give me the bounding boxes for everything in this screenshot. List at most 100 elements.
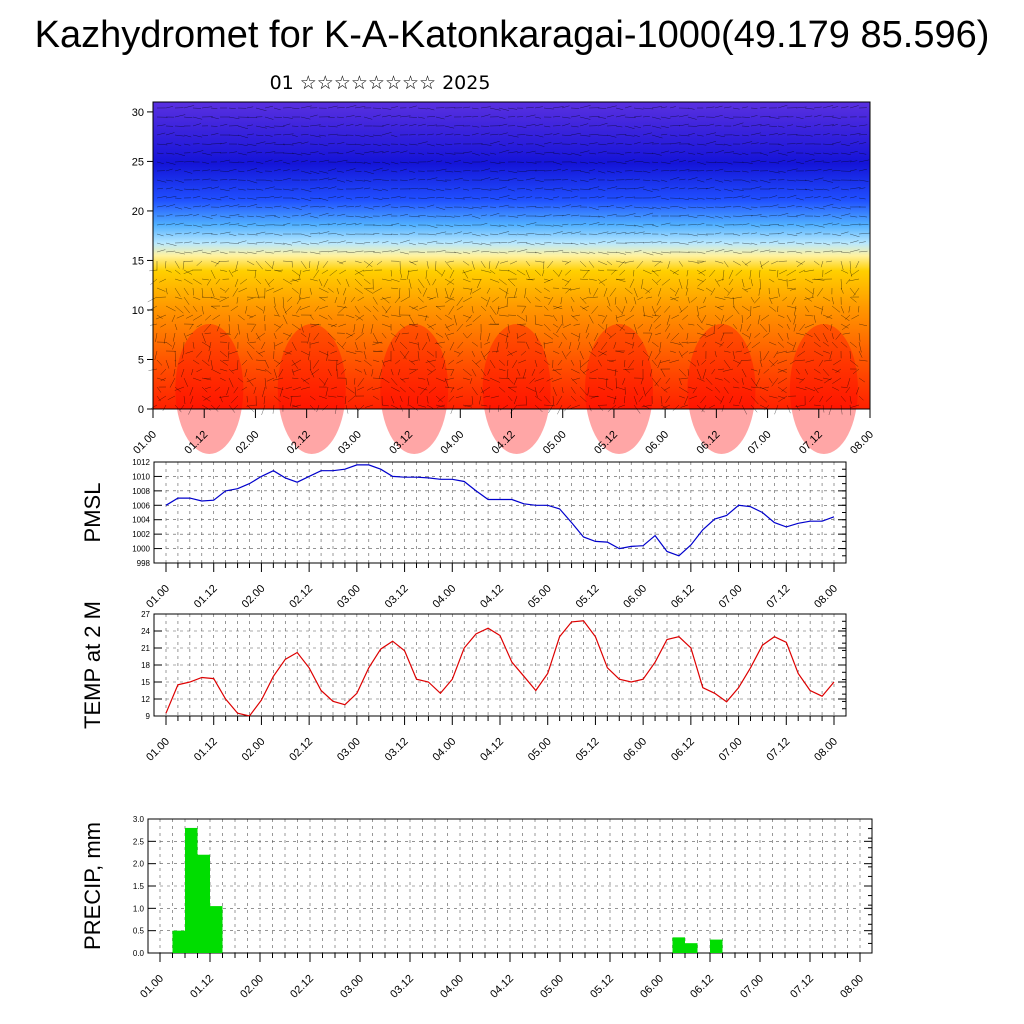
wind-barb — [156, 314, 163, 319]
wind-barb — [462, 241, 473, 244]
wind-barb — [435, 116, 445, 120]
wind-barb — [156, 223, 165, 226]
wind-barb — [534, 187, 544, 190]
wind-barb — [534, 152, 545, 155]
wind-barb — [426, 143, 435, 147]
wind-barb — [237, 314, 245, 321]
wind-barb — [793, 314, 797, 325]
wind-barb — [183, 377, 189, 387]
wind-barb — [520, 350, 527, 356]
wind-barb — [435, 395, 443, 403]
wind-barb — [381, 250, 392, 253]
wind-barb — [723, 161, 733, 165]
x-tick-label: 04.00 — [438, 429, 466, 457]
wind-barb — [633, 395, 638, 405]
wind-barb — [732, 260, 741, 266]
wind-barb — [516, 170, 527, 172]
wind-barb — [660, 242, 668, 244]
wind-barb — [150, 323, 158, 326]
wind-barb — [309, 395, 316, 401]
wind-barb — [579, 222, 587, 226]
wind-barb — [813, 168, 822, 172]
wind-barb — [462, 251, 471, 254]
wind-barb — [687, 296, 690, 304]
warm-core — [789, 324, 858, 454]
wind-barb — [831, 170, 841, 172]
y-tick-label: 0.0 — [133, 949, 145, 958]
wind-barb — [732, 359, 741, 364]
wind-barb — [426, 233, 437, 236]
wind-barb — [196, 350, 203, 358]
wind-barb — [760, 314, 770, 321]
wind-barb — [165, 161, 176, 165]
wind-barb — [823, 377, 833, 384]
wind-barb — [480, 233, 489, 237]
wind-barb — [491, 350, 500, 353]
wind-barb — [714, 134, 725, 138]
wind-barb — [805, 359, 815, 363]
wind-barb — [678, 151, 686, 154]
wind-barb — [840, 278, 842, 290]
wind-barb — [183, 305, 190, 314]
wind-barb — [633, 206, 643, 209]
wind-barb — [192, 231, 200, 235]
wind-barb — [688, 350, 698, 354]
wind-barb — [192, 278, 202, 285]
wind-barb — [444, 170, 454, 173]
wind-barb — [759, 134, 767, 136]
wind-barb — [354, 215, 366, 219]
wind-barb — [453, 134, 461, 136]
wind-barb — [687, 240, 698, 244]
wind-barb — [256, 332, 266, 340]
wind-barb — [408, 215, 420, 218]
wind-barb — [246, 377, 254, 387]
wind-barb — [597, 350, 607, 356]
wind-barb — [363, 278, 371, 285]
wind-barb — [858, 232, 870, 235]
wind-barb — [699, 305, 707, 309]
wind-barb — [345, 241, 353, 244]
wind-barb — [435, 188, 445, 192]
wind-barb — [687, 197, 698, 200]
wind-barb — [770, 359, 779, 368]
wind-barb — [773, 350, 779, 358]
wind-barb — [669, 106, 676, 109]
wind-barb — [759, 323, 768, 333]
wind-barb — [381, 107, 392, 110]
x-tick-label: 05.00 — [541, 429, 569, 457]
wind-barb — [750, 224, 760, 228]
wind-barb — [678, 214, 689, 217]
wind-barb — [228, 323, 230, 335]
wind-barb — [336, 213, 346, 217]
wind-barb — [777, 359, 788, 364]
wind-barb — [336, 278, 341, 285]
wind-barb — [299, 296, 311, 300]
wind-barb — [246, 332, 249, 342]
wind-barb — [372, 188, 382, 192]
wind-barb — [282, 222, 291, 226]
wind-barb — [849, 395, 852, 404]
wind-barb — [462, 170, 471, 172]
wind-barb — [432, 278, 437, 286]
wind-barb — [723, 106, 732, 109]
wind-barb — [813, 196, 821, 199]
wind-barb — [436, 404, 446, 408]
wind-barb — [561, 213, 571, 217]
wind-barb — [390, 368, 394, 376]
wind-barb — [777, 323, 784, 328]
wind-barb — [489, 140, 500, 145]
wind-barb — [390, 170, 398, 173]
wind-barb — [633, 107, 644, 110]
wind-barb — [480, 106, 491, 109]
wind-barb — [687, 133, 695, 136]
wind-barb — [246, 188, 255, 190]
chart-title: Kazhydromet for K-A-Katonkaragai-1000(49… — [34, 14, 990, 56]
grid — [165, 613, 835, 717]
wind-barb — [804, 134, 813, 137]
wind-barb — [327, 341, 335, 347]
wind-barb — [462, 224, 471, 227]
wind-barb — [183, 160, 195, 163]
wind-barb — [579, 123, 589, 127]
wind-barb — [421, 341, 428, 351]
wind-barb — [318, 177, 330, 181]
